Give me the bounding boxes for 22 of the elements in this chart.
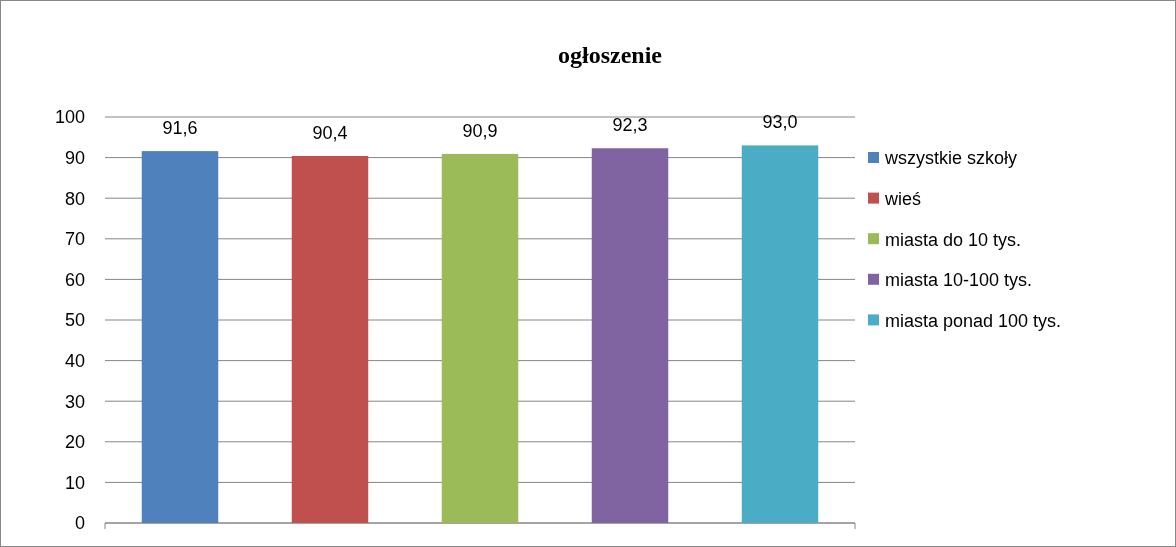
legend-label: miasta do 10 tys. — [885, 229, 1022, 250]
text: 93,0 — [762, 112, 798, 133]
y-tick-label: 80 — [64, 188, 85, 209]
legend-label: miasta 10-100 tys. — [885, 270, 1033, 291]
legend-label: wieś — [884, 188, 922, 209]
chart-title: ogłoszenie — [558, 42, 663, 68]
y-tick-label: 100 — [54, 107, 85, 128]
text: 91,6 — [162, 118, 198, 139]
y-tick-label: 40 — [64, 350, 85, 371]
text: 90,4 — [312, 122, 348, 143]
y-tick-label: 50 — [64, 310, 85, 331]
y-tick-label: 90 — [64, 147, 85, 168]
y-tick-label: 20 — [64, 432, 85, 453]
text: 90,9 — [462, 120, 498, 141]
y-tick-label: 60 — [64, 269, 85, 290]
text: 92,3 — [612, 115, 648, 136]
y-tick-label: 30 — [64, 391, 85, 412]
y-tick-label: 70 — [64, 229, 85, 250]
legend-label: wszystkie szkoły — [884, 148, 1018, 169]
y-tick-label: 10 — [64, 472, 85, 493]
y-tick-label: 0 — [74, 513, 85, 534]
legend-label: miasta ponad 100 tys. — [885, 310, 1062, 331]
